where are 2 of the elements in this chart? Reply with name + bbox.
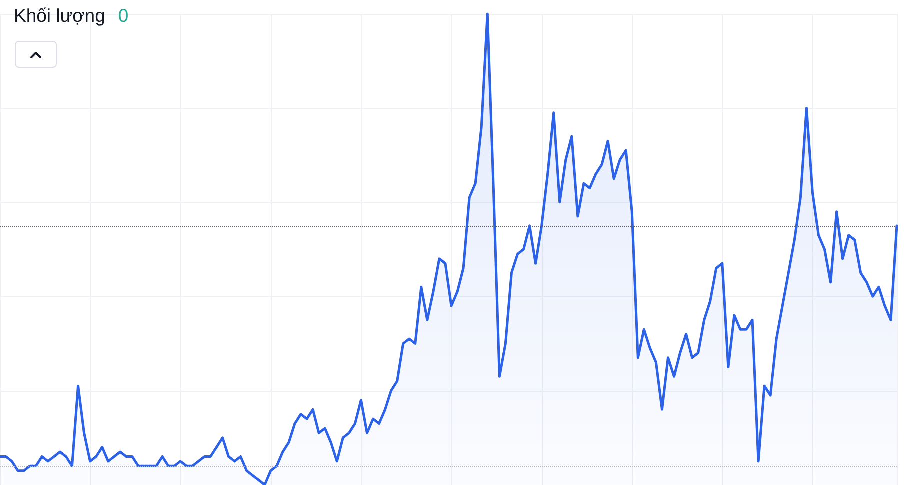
annotation: Khối lượng [14,4,106,28]
annotation: 0 [118,4,129,28]
